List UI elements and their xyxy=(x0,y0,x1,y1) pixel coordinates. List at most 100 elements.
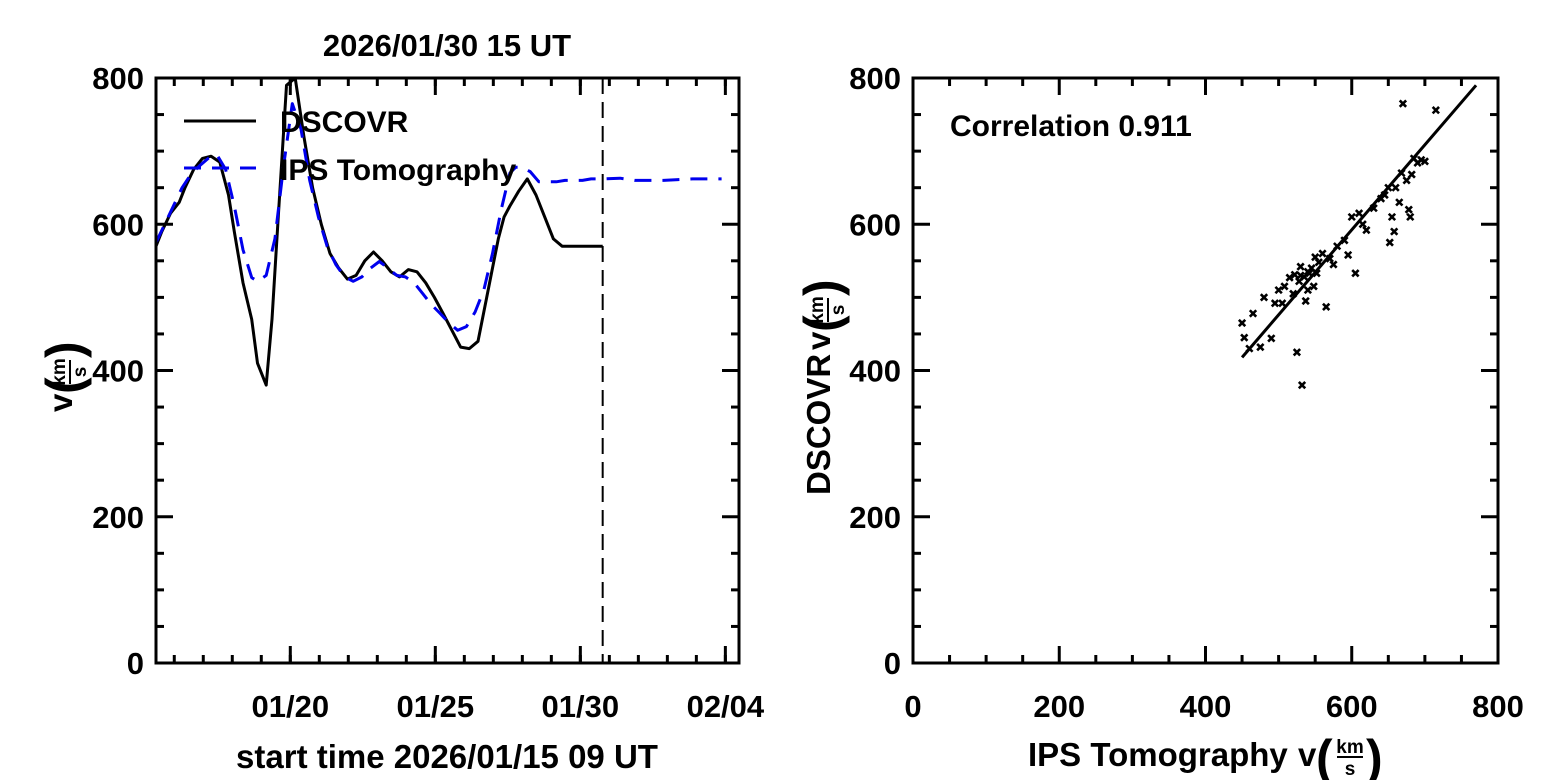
scatter-point-stroke-b xyxy=(1309,282,1318,291)
scatter-point-stroke-b xyxy=(1407,170,1416,179)
regression-fit-line xyxy=(1240,84,1478,359)
left-ylabel-unit-den: s xyxy=(70,367,91,378)
right-ylabel-v: v xyxy=(800,331,837,350)
scatter-point xyxy=(1267,334,1276,343)
scatter-point xyxy=(1301,296,1310,306)
left-ylabel-unit-num: km xyxy=(49,358,70,385)
scatter-point xyxy=(1380,190,1389,200)
scatter-point-stroke-b xyxy=(1390,227,1399,236)
scatter-point-stroke-b xyxy=(1305,269,1314,278)
right-y-tick-label: 400 xyxy=(849,354,901,389)
right-ylabel-lparen: ( xyxy=(794,315,850,332)
scatter-point xyxy=(1404,205,1413,214)
scatter-point xyxy=(1296,262,1305,271)
right-ylabel-text: DSCOVR xyxy=(800,354,837,495)
scatter-point xyxy=(1407,170,1416,179)
dscovr-series-line xyxy=(156,78,603,387)
scatter-point-stroke-b xyxy=(1409,154,1419,163)
scatter-point-stroke-b xyxy=(1420,157,1429,166)
scatter-point-stroke-b xyxy=(1391,183,1400,192)
scatter-point xyxy=(1369,204,1378,213)
right-x-axis-label: IPS Tomography v ( km s ) xyxy=(1028,730,1383,780)
right-ylabel-unit-num: km xyxy=(807,296,828,323)
right-x-tick-label: 600 xyxy=(1326,689,1378,724)
scatter-point-stroke-b xyxy=(1362,225,1371,235)
scatter-point-stroke-b xyxy=(1289,289,1298,298)
scatter-point-stroke-b xyxy=(1404,205,1413,214)
scatter-point-stroke-b xyxy=(1380,190,1389,200)
left-ylabel-lparen: ( xyxy=(36,377,92,394)
scatter-point-stroke-b xyxy=(1292,348,1302,357)
right-plot-frame xyxy=(911,76,1500,665)
left-x-axis-label: start time 2026/01/15 09 UT xyxy=(236,738,658,775)
scatter-point-stroke-b xyxy=(1318,249,1327,258)
scatter-point-stroke-b xyxy=(1278,299,1287,308)
scatter-point xyxy=(1278,299,1287,308)
scatter-point xyxy=(1314,258,1323,267)
scatter-point xyxy=(1362,225,1371,235)
chart-title: 2026/01/30 15 UT xyxy=(323,28,571,63)
scatter-point xyxy=(1256,342,1265,352)
scatter-point xyxy=(1318,249,1327,258)
scatter-point xyxy=(1431,106,1440,115)
right-xlabel-rparen: ) xyxy=(1366,730,1383,780)
scatter-point xyxy=(1309,282,1318,291)
right-xlabel-lparen: ( xyxy=(1316,730,1333,780)
scatter-point-stroke-b xyxy=(1256,342,1265,352)
legend-label-dscovr: DSCOVR xyxy=(280,106,409,139)
left-y-tick-label: 600 xyxy=(92,207,144,242)
scatter-point-stroke-b xyxy=(1329,260,1338,269)
scatter-point xyxy=(1290,270,1299,279)
scatter-point xyxy=(1297,381,1307,390)
scatter-point-stroke-b xyxy=(1259,293,1269,302)
scatter-point-stroke-b xyxy=(1384,183,1393,192)
scatter-point-stroke-b xyxy=(1417,155,1426,165)
scatter-point xyxy=(1322,302,1331,312)
scatter-point-stroke-b xyxy=(1296,262,1305,271)
scatter-point xyxy=(1285,273,1294,282)
scatter-point-stroke-b xyxy=(1240,333,1249,342)
left-ylabel-v: v xyxy=(42,393,79,412)
scatter-point xyxy=(1397,168,1406,178)
correlation-annotation: Correlation 0.911 xyxy=(950,110,1192,143)
scatter-point xyxy=(1274,285,1283,295)
scatter-point-stroke-b xyxy=(1297,381,1307,390)
right-xlabel-text: IPS Tomography xyxy=(1028,736,1288,773)
scatter-point xyxy=(1240,333,1249,342)
right-ylabel-unit-den: s xyxy=(828,305,849,316)
scatter-point xyxy=(1280,282,1289,291)
right-xlabel-unit-num: km xyxy=(1336,737,1363,758)
left-series-group xyxy=(156,78,722,387)
scatter-point-stroke-b xyxy=(1248,309,1258,318)
scatter-point xyxy=(1245,344,1254,353)
left-ylabel-rparen: ) xyxy=(36,341,92,358)
left-axes: 0 200 400 600 800 01/20 01/25 01/30 02/04 xyxy=(92,61,765,724)
scatter-point-stroke-b xyxy=(1431,106,1440,115)
right-y-tick-label: 800 xyxy=(849,61,901,96)
left-plot-frame xyxy=(154,76,741,665)
scatter-point xyxy=(1259,293,1269,302)
scatter-panel: 00 200 200 400 400 600 600 800 800 Correlation 0… xyxy=(794,61,1524,780)
scatter-point-stroke-b xyxy=(1301,296,1310,306)
left-x-tick-label: 02/04 xyxy=(687,689,765,724)
right-x-tick-label: 400 xyxy=(1180,689,1232,724)
scatter-point xyxy=(1312,269,1321,278)
timeseries-panel: 2026/01/30 15 UT 0 200 400 600 800 01/20 01/25… xyxy=(36,28,765,775)
left-y-tick-label: 400 xyxy=(92,354,144,389)
right-x-tick-label: 200 xyxy=(1033,689,1085,724)
scatter-point xyxy=(1395,198,1404,207)
scatter-point-stroke-b xyxy=(1290,270,1299,279)
scatter-point xyxy=(1325,254,1334,263)
left-x-tick-label: 01/30 xyxy=(542,689,620,724)
scatter-point-stroke-b xyxy=(1397,168,1406,178)
scatter-point-stroke-b xyxy=(1347,212,1356,222)
right-ylabel-rparen: ) xyxy=(794,279,850,296)
scatter-point-stroke-b xyxy=(1296,271,1305,280)
scatter-point xyxy=(1347,212,1356,222)
scatter-point xyxy=(1398,99,1408,108)
scatter-point xyxy=(1354,209,1364,218)
right-axes: 00 200 200 400 400 600 600 800 800 xyxy=(849,61,1524,724)
scatter-point-stroke-b xyxy=(1267,334,1276,343)
scatter-point xyxy=(1329,260,1338,269)
left-y-tick-label: 800 xyxy=(92,61,144,96)
